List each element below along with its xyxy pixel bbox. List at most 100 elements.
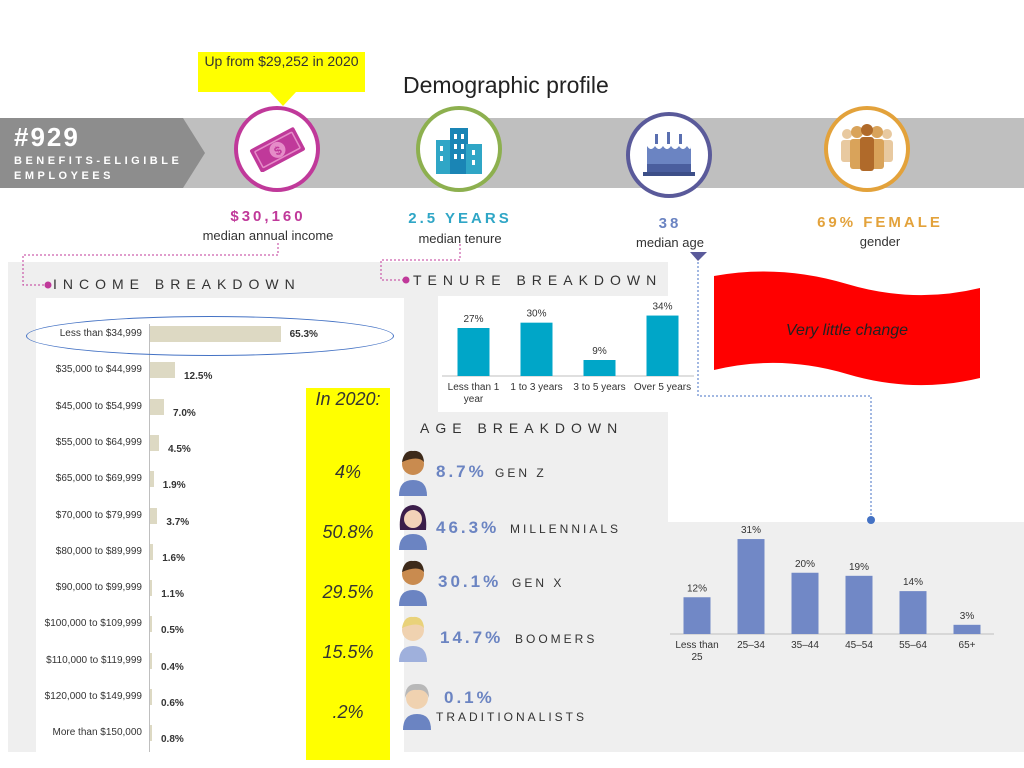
age-tick-label: 25 [691, 652, 703, 663]
income-category-label: $55,000 to $64,999 [55, 436, 142, 448]
in-2020-millennials: 50.8% [322, 522, 374, 542]
tenure-stat-label: median tenure [418, 231, 502, 246]
millennials-name: MILLENNIALS [510, 522, 622, 536]
age-data-label: 31% [741, 525, 761, 536]
age-section-title: AGE BREAKDOWN [420, 420, 624, 436]
income-bar [150, 362, 175, 379]
income-bar [150, 689, 152, 705]
employee-count: #929 [14, 122, 80, 152]
income-value-label: 1.6% [162, 552, 185, 564]
income-category-label: $90,000 to $99,999 [55, 582, 142, 594]
age-data-label: 19% [849, 562, 869, 573]
income-bar [150, 507, 158, 524]
millennials-value: 46.3% [436, 518, 500, 537]
birthday-cake-icon [643, 132, 695, 176]
people-icon [841, 124, 893, 171]
income-axis-line [149, 324, 150, 752]
income-category-label: $35,000 to $44,999 [55, 364, 142, 376]
employee-count-arrow [0, 118, 205, 188]
age-bar [845, 575, 873, 634]
age-bar [953, 624, 981, 634]
gender-stat-value: 69% FEMALE [817, 214, 943, 231]
in-2020-gen-x: 29.5% [322, 582, 374, 602]
age-bar [683, 597, 711, 634]
income-circle: $ [234, 106, 320, 192]
income-category-label: $45,000 to $54,999 [55, 400, 142, 412]
age-circle [626, 112, 712, 198]
in-2020-heading: In 2020: [315, 389, 381, 409]
age-bar [791, 572, 819, 634]
boomers-name: BOOMERS [515, 632, 598, 646]
tenure-section-title: TENURE BREAKDOWN [413, 272, 663, 288]
tenure-tick-label: Less than 1 [448, 382, 500, 393]
age-data-label: 14% [903, 577, 923, 588]
income-value-label: 0.5% [161, 625, 184, 637]
gender-stat-label: gender [859, 234, 901, 249]
in-2020-gen-z: 4% [334, 462, 361, 482]
tenure-data-label: 9% [592, 346, 607, 357]
income-highlight-ellipse [26, 316, 394, 356]
note-text: Very little change [785, 322, 909, 339]
income-value-label: 1.9% [162, 480, 186, 492]
age-data-label: 3% [960, 611, 975, 622]
tenure-tick-label: Over 5 years [634, 382, 691, 393]
money-icon: $ [249, 127, 305, 172]
income-bar [150, 725, 152, 742]
callout-note: Up from $29,252 in 2020 [198, 52, 365, 92]
tenure-tick-label: 1 to 3 years [510, 382, 562, 393]
boomers-avatar-icon [399, 616, 427, 662]
income-bar [150, 434, 159, 451]
income-stat-label: median annual income [202, 228, 334, 243]
income-bar [150, 398, 164, 415]
gen-x-name: GEN X [512, 576, 565, 590]
tenure-stat-value: 2.5 YEARS [408, 210, 512, 227]
age-tick-label: 25–34 [737, 640, 765, 651]
tenure-bar [457, 328, 490, 376]
income-category-label: $100,000 to $109,999 [44, 618, 142, 630]
age-stat-label: median age [636, 235, 704, 250]
traditionalists-avatar-icon [403, 683, 431, 730]
income-value-label: 4.5% [168, 443, 191, 455]
income-bar [150, 652, 152, 669]
age-bar [737, 539, 765, 634]
income-value-label: 3.7% [166, 516, 190, 528]
employee-count-label: BENEFITS-ELIGIBLE EMPLOYEES [14, 155, 183, 182]
income-stat-value: $30,160 [230, 208, 306, 225]
traditionalists-name: TRADITIONALISTS [436, 710, 588, 724]
tenure-data-label: 34% [652, 302, 672, 313]
tenure-circle [416, 106, 502, 192]
age-chart-panel [668, 522, 1024, 752]
income-bar [150, 543, 154, 560]
age-tick-label: 65+ [959, 640, 976, 651]
gender-circle [824, 106, 910, 192]
age-bar [899, 591, 927, 634]
traditionalists-value: 0.1% [444, 688, 495, 707]
tenure-tick-label: 3 to 5 years [573, 382, 625, 393]
income-category-label: $120,000 to $149,999 [44, 691, 142, 702]
callout-pointer [270, 92, 296, 106]
gen-z-avatar-icon [399, 450, 427, 496]
gen-x-value: 30.1% [438, 572, 502, 591]
in-2020-column: In 2020: 4% 50.8% 29.5% 15.5% .2% [306, 388, 390, 760]
age-data-label: 12% [687, 583, 707, 594]
income-bar [150, 471, 154, 488]
tenure-data-label: 30% [526, 309, 546, 320]
income-category-label: More than $150,000 [52, 727, 142, 739]
tenure-bar [646, 315, 679, 376]
in-2020-boomers: 15.5% [322, 642, 374, 662]
age-data-label: 20% [795, 559, 815, 570]
note-banner [714, 271, 980, 386]
income-bar [150, 580, 153, 597]
income-value-label: 0.8% [161, 734, 184, 746]
income-bar [150, 616, 152, 633]
tenure-data-label: 27% [463, 314, 483, 325]
buildings-icon [436, 128, 482, 174]
tenure-bar [583, 360, 616, 376]
tenure-tick-label: year [464, 394, 484, 405]
age-tick-label: 55–64 [899, 640, 927, 651]
age-tick-label: 35–44 [791, 640, 819, 651]
page-title: Demographic profile [403, 72, 609, 98]
